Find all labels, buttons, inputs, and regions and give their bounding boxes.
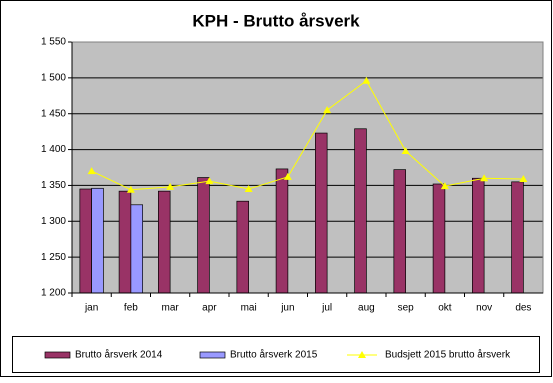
line-marker	[283, 172, 292, 180]
line-marker	[205, 177, 214, 185]
line-marker	[480, 174, 489, 182]
x-tick-label: feb	[124, 303, 138, 314]
x-tick-label: nov	[476, 303, 492, 314]
x-tick-label: des	[515, 303, 531, 314]
bar	[315, 132, 328, 294]
legend-swatch	[358, 351, 366, 358]
bar	[393, 169, 406, 294]
x-tick-label: sep	[398, 303, 415, 314]
bar	[197, 177, 210, 294]
line-marker	[323, 106, 332, 114]
bar	[91, 187, 104, 294]
bar	[472, 177, 485, 294]
line-marker	[440, 182, 449, 190]
legend-label: Budsjett 2015 brutto årsverk	[385, 349, 511, 361]
x-tick-label: jul	[321, 303, 332, 314]
y-tick-label: 1 300	[41, 216, 66, 227]
y-tick-label: 1 250	[41, 252, 66, 263]
bar	[354, 128, 367, 294]
line-marker	[126, 185, 135, 193]
plot-area	[72, 42, 543, 293]
line-marker	[87, 167, 96, 175]
y-tick-label: 1 350	[41, 180, 66, 191]
bar	[158, 190, 171, 294]
x-tick-label: jan	[84, 303, 98, 314]
y-tick-label: 1 400	[41, 144, 66, 155]
y-tick-label: 1 550	[41, 37, 66, 48]
y-tick-label: 1 450	[41, 108, 66, 119]
bar	[118, 190, 132, 294]
line-marker	[362, 76, 371, 84]
x-tick-label: okt	[438, 303, 452, 314]
legend-label: Brutto årsverk 2015	[230, 349, 318, 361]
line-marker	[401, 147, 410, 155]
legend-swatch	[44, 351, 71, 359]
x-tick-label: apr	[202, 303, 217, 314]
y-tick-label: 1 500	[41, 72, 66, 83]
x-tick-label: mar	[162, 303, 180, 314]
x-tick-label: jun	[280, 303, 294, 314]
legend-swatch	[199, 351, 226, 359]
line-marker	[519, 174, 528, 182]
bar	[130, 204, 143, 294]
legend-label: Brutto årsverk 2014	[75, 349, 163, 361]
line-marker	[166, 182, 175, 190]
line-marker	[244, 185, 253, 193]
bar	[432, 183, 446, 294]
x-tick-label: aug	[358, 303, 375, 314]
chart-title: KPH - Brutto årsverk	[192, 11, 360, 30]
bar	[236, 200, 249, 294]
bar	[275, 168, 289, 294]
y-tick-label: 1 200	[41, 288, 66, 299]
line	[91, 79, 524, 191]
legend-box	[12, 336, 540, 373]
bar	[511, 181, 524, 294]
bar	[79, 188, 92, 294]
x-tick-label: mai	[241, 303, 257, 314]
